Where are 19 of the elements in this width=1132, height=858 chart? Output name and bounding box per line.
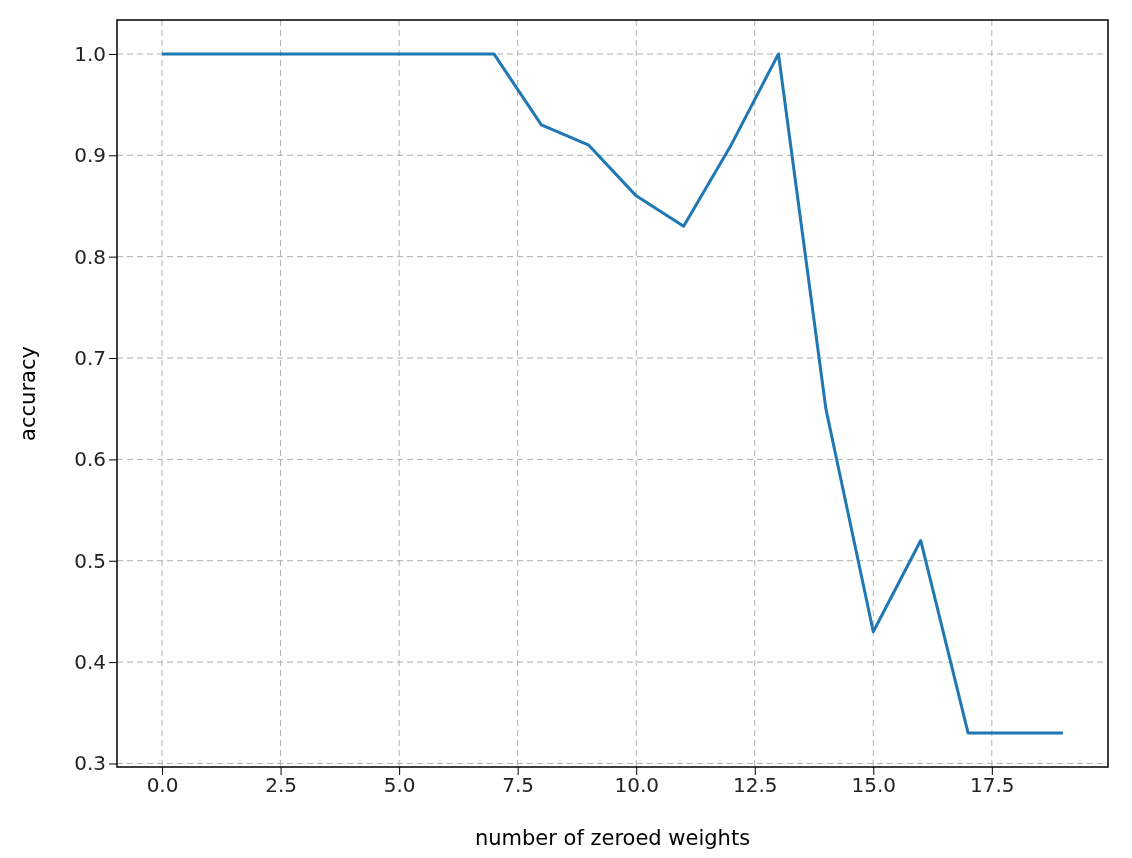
x-tick-label: 7.5	[502, 773, 535, 798]
y-tick-label: 0.3	[74, 751, 106, 776]
line-series	[160, 52, 1065, 735]
x-axis-title: number of zeroed weights	[474, 826, 751, 850]
x-tick-label: 15.0	[851, 773, 897, 798]
y-tick-label: 0.4	[74, 650, 106, 674]
y-tick-label: 1.0	[74, 41, 106, 66]
y-tick-label: 0.6	[74, 447, 106, 472]
x-tick-label: 17.5	[970, 773, 1015, 798]
x-tick-label: 2.5	[265, 773, 297, 798]
y-axis-title: accuracy	[16, 346, 40, 441]
y-tick-label: 0.7	[74, 345, 106, 370]
y-tick-label: 0.9	[74, 143, 106, 168]
x-tick-label: 0.0	[146, 773, 179, 798]
x-tick-label: 5.0	[383, 773, 416, 798]
y-tick-label: 0.8	[74, 244, 106, 269]
x-tick-label: 10.0	[614, 773, 659, 798]
y-tick-label: 0.5	[74, 548, 106, 573]
x-tick-label: 12.5	[732, 773, 778, 798]
